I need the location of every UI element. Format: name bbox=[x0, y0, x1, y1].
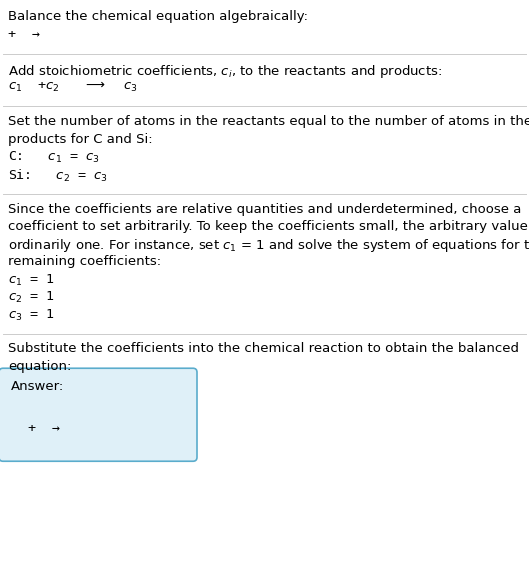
Text: $c_1$  +$c_2$   $\longrightarrow$  $c_3$: $c_1$ +$c_2$ $\longrightarrow$ $c_3$ bbox=[8, 80, 138, 94]
Text: Since the coefficients are relative quantities and underdetermined, choose a: Since the coefficients are relative quan… bbox=[8, 203, 522, 216]
Text: C:   $c_1$ = $c_3$: C: $c_1$ = $c_3$ bbox=[8, 150, 100, 165]
Text: $c_2$ = 1: $c_2$ = 1 bbox=[8, 290, 54, 305]
Text: +  →: + → bbox=[8, 28, 40, 41]
FancyBboxPatch shape bbox=[0, 368, 197, 461]
Text: products for C and Si:: products for C and Si: bbox=[8, 132, 153, 145]
Text: coefficient to set arbitrarily. To keep the coefficients small, the arbitrary va: coefficient to set arbitrarily. To keep … bbox=[8, 220, 529, 233]
Text: $c_3$ = 1: $c_3$ = 1 bbox=[8, 307, 54, 323]
Text: Answer:: Answer: bbox=[11, 380, 64, 393]
Text: Balance the chemical equation algebraically:: Balance the chemical equation algebraica… bbox=[8, 10, 308, 23]
Text: Si:   $c_2$ = $c_3$: Si: $c_2$ = $c_3$ bbox=[8, 168, 108, 184]
Text: Substitute the coefficients into the chemical reaction to obtain the balanced: Substitute the coefficients into the che… bbox=[8, 342, 519, 355]
Text: Set the number of atoms in the reactants equal to the number of atoms in the: Set the number of atoms in the reactants… bbox=[8, 115, 529, 128]
Text: +  →: + → bbox=[28, 422, 60, 435]
Text: $c_1$ = 1: $c_1$ = 1 bbox=[8, 272, 54, 288]
Text: equation:: equation: bbox=[8, 360, 71, 373]
Text: ordinarily one. For instance, set $c_1$ = 1 and solve the system of equations fo: ordinarily one. For instance, set $c_1$ … bbox=[8, 238, 529, 254]
Text: remaining coefficients:: remaining coefficients: bbox=[8, 255, 161, 268]
Text: Add stoichiometric coefficients, $c_i$, to the reactants and products:: Add stoichiometric coefficients, $c_i$, … bbox=[8, 62, 442, 79]
